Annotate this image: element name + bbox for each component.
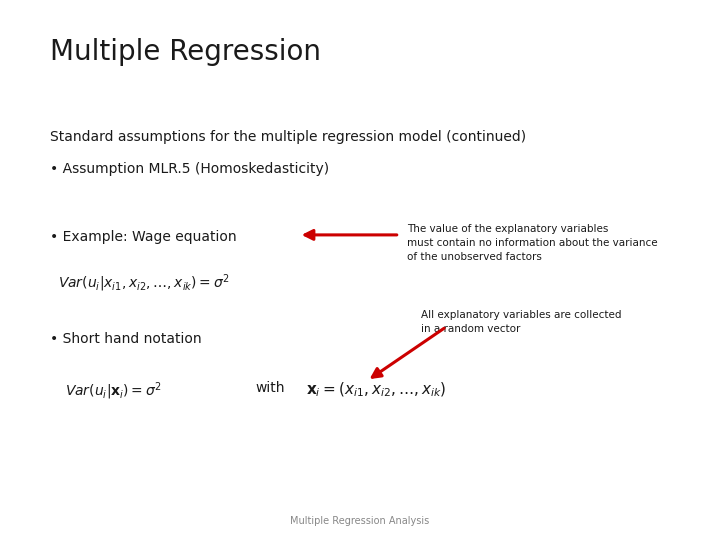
Text: • Assumption MLR.5 (Homoskedasticity): • Assumption MLR.5 (Homoskedasticity): [50, 162, 330, 176]
Text: Standard assumptions for the multiple regression model (continued): Standard assumptions for the multiple re…: [50, 130, 526, 144]
Text: Multiple Regression: Multiple Regression: [50, 38, 321, 66]
Text: • Example: Wage equation: • Example: Wage equation: [50, 230, 237, 244]
Text: Multiple Regression Analysis: Multiple Regression Analysis: [290, 516, 430, 526]
Text: • Short hand notation: • Short hand notation: [50, 332, 202, 346]
Text: All explanatory variables are collected
in a random vector: All explanatory variables are collected …: [421, 310, 621, 334]
Text: $Var(u_i|\mathbf{x}_i) = \sigma^2$: $Var(u_i|\mathbf{x}_i) = \sigma^2$: [65, 381, 162, 402]
Text: $Var(u_i|x_{i1}, x_{i2}, \ldots, x_{ik}) = \sigma^2$: $Var(u_i|x_{i1}, x_{i2}, \ldots, x_{ik})…: [58, 273, 230, 294]
Text: The value of the explanatory variables
must contain no information about the var: The value of the explanatory variables m…: [407, 224, 657, 262]
Text: $\mathbf{x}_i = (x_{i1}, x_{i2}, \ldots, x_{ik})$: $\mathbf{x}_i = (x_{i1}, x_{i2}, \ldots,…: [306, 381, 446, 399]
Text: with: with: [256, 381, 285, 395]
